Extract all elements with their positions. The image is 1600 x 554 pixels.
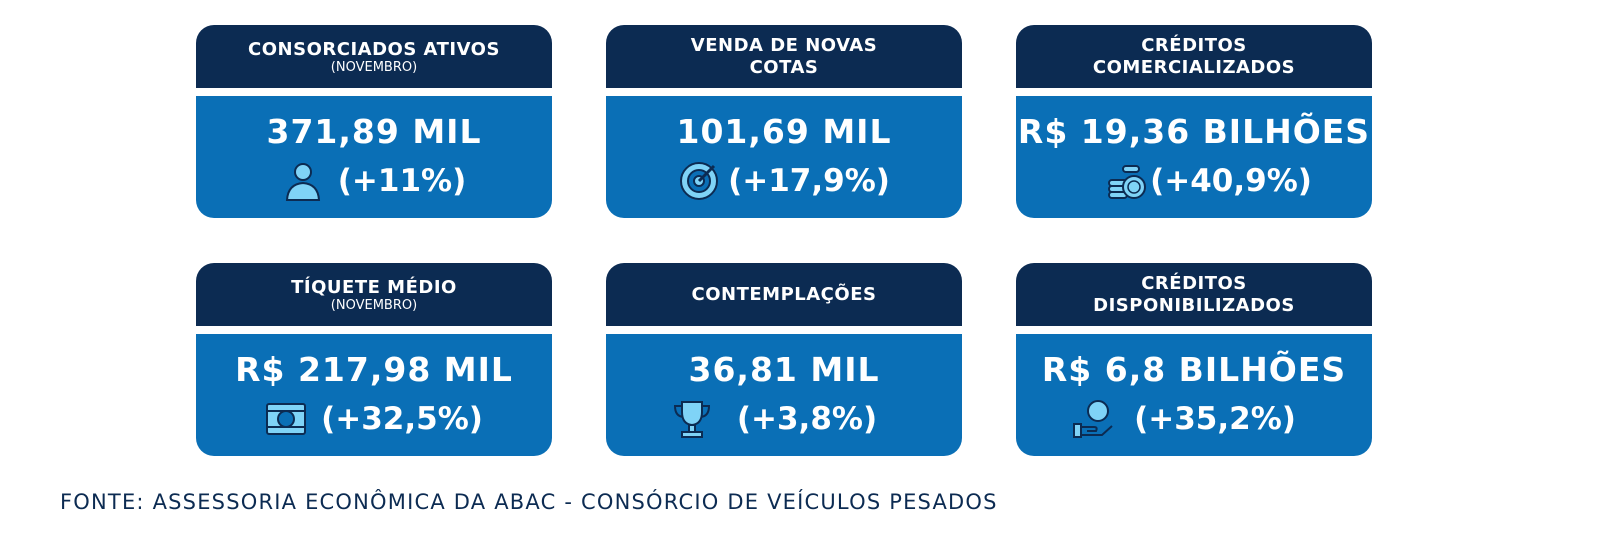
card: CRÉDITOS COMERCIALIZADOS R$ 19,36 BILHÕE… — [1016, 25, 1372, 218]
cash-icon — [266, 403, 307, 435]
coins-icon — [1108, 165, 1147, 199]
card-body: 36,81 MIL (+3,8%) — [606, 334, 962, 456]
card-body: 371,89 MIL (+11%) — [196, 96, 552, 218]
card-title: VENDA DE NOVAS — [690, 34, 878, 56]
card-body: R$ 217,98 MIL (+32,5%) — [196, 334, 552, 456]
card-change-row: (+11%) — [282, 160, 467, 202]
card-title: CRÉDITOS — [1141, 34, 1247, 56]
card-subtitle: (NOVEMBRO) — [330, 59, 418, 75]
card-change: (+17,9%) — [728, 163, 890, 199]
card: CONTEMPLAÇÕES 36,81 MIL (+3,8%) — [606, 263, 962, 456]
card-title: CRÉDITOS — [1141, 272, 1247, 294]
source-note: FONTE: ASSESSORIA ECONÔMICA DA ABAC - CO… — [60, 490, 998, 514]
card-body: 101,69 MIL (+17,9%) — [606, 96, 962, 218]
card-value: 36,81 MIL — [688, 350, 880, 389]
card-value: 101,69 MIL — [676, 112, 892, 151]
card-change-row: (+3,8%) — [671, 398, 877, 440]
card-change-row: (+35,2%) — [1072, 398, 1296, 440]
card-body: R$ 19,36 BILHÕES (+40,9%) — [1016, 96, 1372, 218]
card-change-row: (+32,5%) — [265, 398, 483, 440]
trophy-icon — [673, 401, 710, 438]
card-value: R$ 6,8 BILHÕES — [1041, 350, 1347, 389]
card: CRÉDITOS DISPONIBILIZADOS R$ 6,8 BILHÕES… — [1016, 263, 1372, 456]
card-change: (+35,2%) — [1134, 401, 1296, 437]
card-header: CRÉDITOS DISPONIBILIZADOS — [1016, 263, 1372, 326]
hand-coin-icon — [1073, 400, 1113, 438]
card-change: (+11%) — [337, 163, 467, 199]
card-header: CONTEMPLAÇÕES — [606, 263, 962, 326]
card-value: R$ 19,36 BILHÕES — [1017, 112, 1371, 151]
card-change: (+32,5%) — [321, 401, 483, 437]
card-change: (+40,9%) — [1150, 163, 1312, 199]
card-value: 371,89 MIL — [266, 112, 482, 151]
card: VENDA DE NOVAS COTAS 101,69 MIL (+17,9%) — [606, 25, 962, 218]
card-title: TÍQUETE MÉDIO — [291, 276, 457, 298]
card-title: COMERCIALIZADOS — [1092, 56, 1296, 78]
card-subtitle: (NOVEMBRO) — [330, 297, 418, 313]
card-value: R$ 217,98 MIL — [235, 350, 513, 389]
card-title: COTAS — [749, 56, 819, 78]
card-header: CRÉDITOS COMERCIALIZADOS — [1016, 25, 1372, 88]
card-header: VENDA DE NOVAS COTAS — [606, 25, 962, 88]
card: TÍQUETE MÉDIO (NOVEMBRO) R$ 217,98 MIL (… — [196, 263, 552, 456]
card-body: R$ 6,8 BILHÕES (+35,2%) — [1016, 334, 1372, 456]
card: CONSORCIADOS ATIVOS (NOVEMBRO) 371,89 MI… — [196, 25, 552, 218]
target-icon — [680, 162, 719, 200]
person-icon — [285, 163, 320, 201]
card-change-row: (+40,9%) — [1106, 160, 1312, 202]
card-change-row: (+17,9%) — [678, 160, 890, 202]
card-header: CONSORCIADOS ATIVOS (NOVEMBRO) — [196, 25, 552, 88]
card-header: TÍQUETE MÉDIO (NOVEMBRO) — [196, 263, 552, 326]
card-title: CONTEMPLAÇÕES — [691, 283, 877, 305]
card-change: (+3,8%) — [736, 401, 878, 437]
card-title: DISPONIBILIZADOS — [1093, 294, 1295, 316]
card-title: CONSORCIADOS ATIVOS — [248, 38, 500, 60]
